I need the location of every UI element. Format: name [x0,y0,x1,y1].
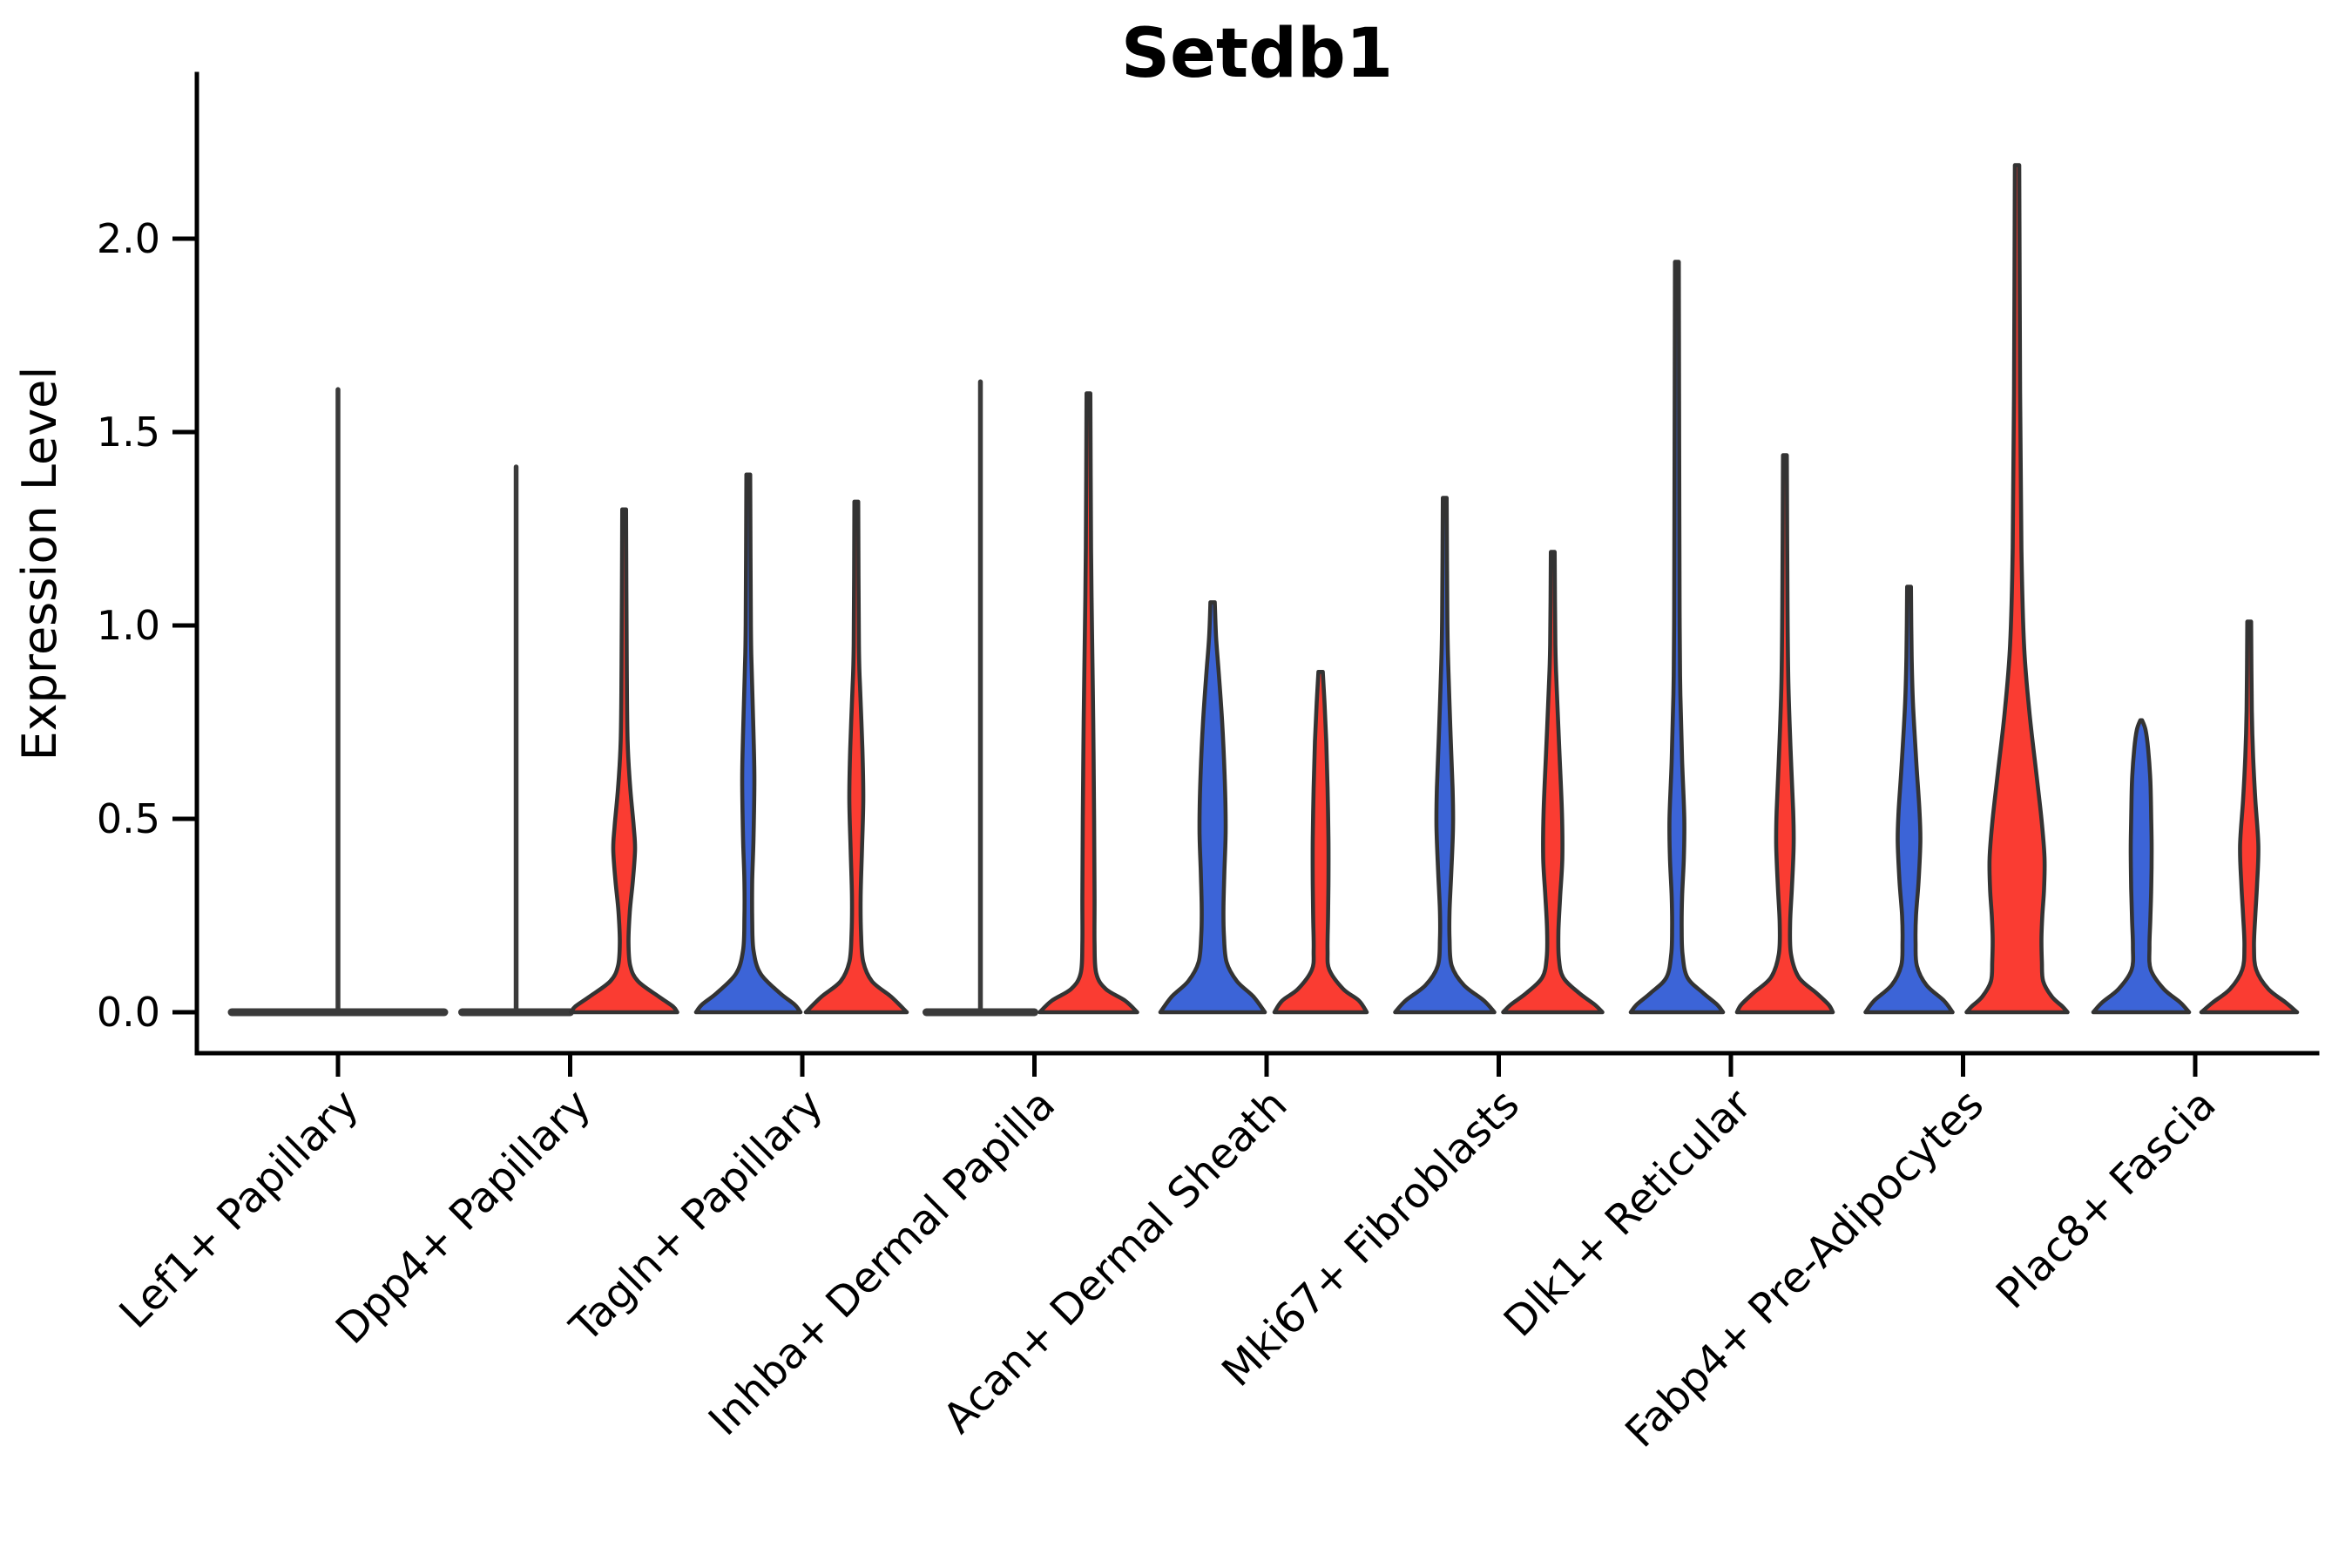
violin-mki67-fibroblasts-blue [1393,496,1497,1015]
y-axis-label: Expression Level [12,367,67,761]
violin-fabp4-pre-adipocytes-blue [1863,585,1955,1015]
y-tick-label: 1.5 [97,409,160,456]
violins-layer [227,163,2300,1017]
axis-spines [194,71,2320,1056]
y-tick-labels: 0.0 0.5 1.0 1.5 2.0 [97,215,160,1036]
violin-plac8-fascia-red [2199,619,2300,1015]
violin-acan-dermal-sheath-blue [1158,600,1267,1015]
chart-title: Setdb1 [1121,15,1393,93]
violin-dlk1-reticular-red [1734,453,1835,1015]
violin-fabp4-pre-adipocytes-red [1964,163,2070,1015]
y-tick-label: 0.0 [97,989,160,1036]
y-tick-label: 1.0 [97,602,160,649]
violin-dlk1-reticular-blue [1628,260,1726,1015]
violin-plac8-fascia-blue [2091,718,2192,1015]
violin-dpp4-papillary-red [569,507,679,1015]
violin-acan-dermal-sheath-red [1272,670,1369,1015]
violin-tagln-papillary-red [803,499,909,1015]
y-tick-label: 2.0 [97,215,160,262]
axes-layer [172,71,2320,1077]
y-tick-label: 0.5 [97,795,160,842]
violin-tagln-papillary-blue [693,472,803,1015]
violin-mki67-fibroblasts-red [1501,550,1605,1015]
violin-inhba-dermal-papilla-red [1037,391,1139,1015]
